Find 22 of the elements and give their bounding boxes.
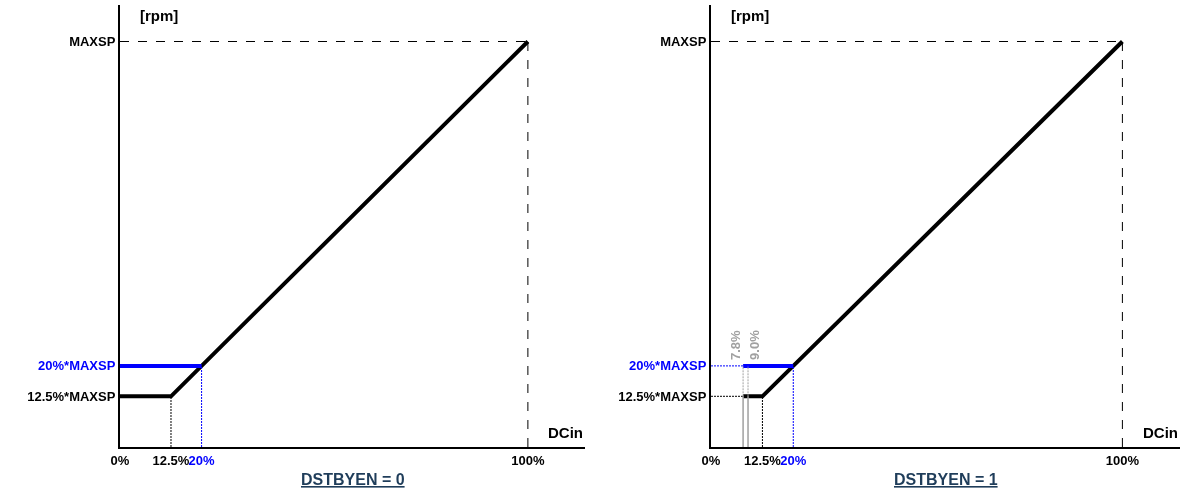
x-tick-label: 12.5% — [152, 452, 190, 468]
y-tick-label: 20%*MAXSP — [629, 358, 707, 374]
x-axis-title: DCin — [548, 424, 583, 441]
x-tick-label: 0% — [701, 452, 721, 468]
x-tick-label: 20% — [780, 452, 807, 468]
x-tick-label: 12.5% — [743, 452, 782, 468]
x-tick-label: 0% — [110, 452, 130, 468]
x-tick-label: 100% — [511, 452, 545, 468]
y-tick-label: MAXSP — [69, 34, 116, 50]
y-axis-title: [rpm] — [140, 7, 179, 24]
y-tick-label: MAXSP — [660, 34, 707, 50]
annotation: 9.0% — [747, 329, 763, 360]
text: DSTBYEN = 1 — [894, 471, 998, 488]
x-axis-title: DCin — [1143, 424, 1178, 441]
y-tick-label: 12.5%*MAXSP — [618, 388, 707, 404]
text: DSTBYEN = 0 — [301, 471, 405, 488]
y-tick-label: 20%*MAXSP — [38, 358, 116, 374]
x-tick-label: 100% — [1105, 452, 1140, 468]
y-tick-label: 12.5%*MAXSP — [27, 388, 116, 404]
y-axis-title: [rpm] — [731, 7, 770, 24]
x-tick-label: 20% — [188, 452, 216, 468]
annotation: 7.8% — [728, 329, 744, 360]
